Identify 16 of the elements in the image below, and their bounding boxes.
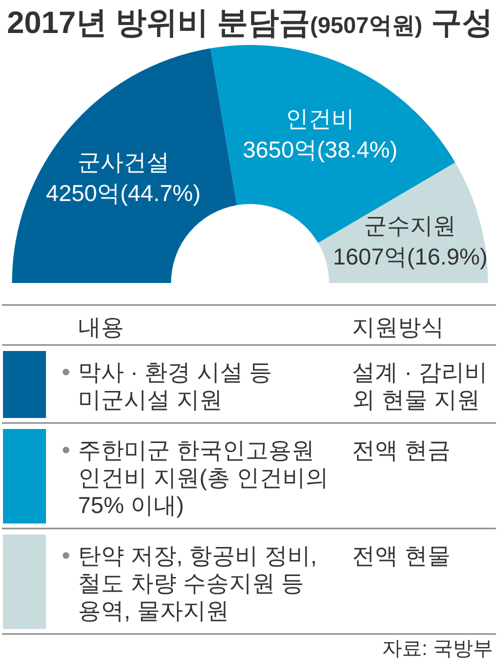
text: 탄약 저장, 항공비 정비, 철도 차량 수송지원 등 용역, 물자지원: [78, 542, 317, 624]
text: 지원방식: [352, 314, 444, 340]
slice-label: 인건비: [286, 106, 355, 132]
text: 막사 · 환경 시설 등 미군시설 지원: [78, 359, 272, 412]
slice-label: 군수지원: [364, 212, 456, 238]
data-label: 4250억(44.7%): [46, 180, 201, 206]
text: 주한미군 한국인고용원 인건비 지원(총 인건비의 75% 이내): [78, 437, 328, 518]
slice-label: 군사건설: [77, 148, 170, 175]
title: 2017년 방위비 분담금(9507억원) 구성: [6, 5, 494, 40]
text: 자료: 국방부: [382, 638, 493, 660]
text: 설계 · 감리비 외 현물 지원: [352, 359, 488, 412]
text: 내용: [78, 314, 124, 340]
data-label: 1607억(16.9%): [332, 243, 488, 270]
text: 전액 현금: [352, 437, 450, 463]
text: 전액 현물: [352, 542, 450, 568]
data-label: 3650억(38.4%): [242, 136, 398, 163]
